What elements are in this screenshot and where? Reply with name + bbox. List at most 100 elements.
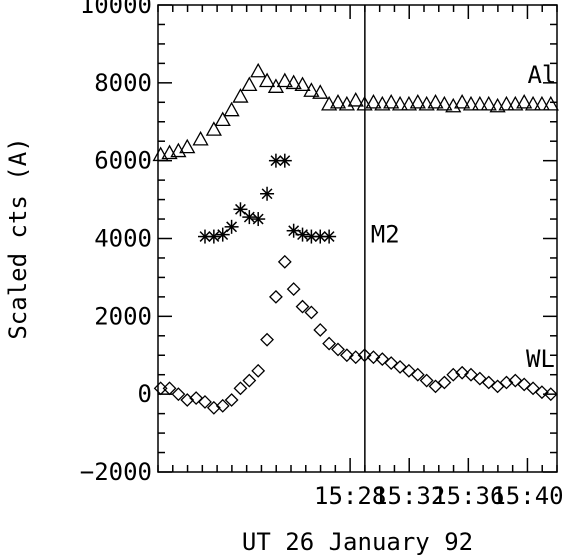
triangle-point bbox=[312, 84, 329, 99]
diamond-point bbox=[260, 332, 274, 347]
star-stroke bbox=[297, 229, 308, 241]
y-tick-label: 10000 bbox=[80, 0, 152, 19]
diamond-point bbox=[384, 356, 399, 370]
x-axis-label: UT 26 January 92 bbox=[242, 528, 473, 556]
diamond-point bbox=[393, 360, 407, 374]
annotation-layer: Al 12 M2 WL bbox=[371, 61, 567, 373]
triangle-point bbox=[471, 95, 488, 111]
triangle-point bbox=[329, 93, 347, 109]
diamond-point bbox=[171, 387, 186, 402]
x-tick-label: 15:36 bbox=[432, 482, 504, 510]
triangle-point bbox=[303, 82, 320, 97]
triangle-point bbox=[294, 76, 311, 92]
triangle-point bbox=[533, 95, 551, 111]
diamond-point bbox=[339, 348, 354, 363]
x-tick-label: 15:32 bbox=[373, 482, 445, 510]
star-point bbox=[322, 229, 337, 244]
diamond-point bbox=[490, 379, 505, 394]
series-m2 bbox=[197, 153, 337, 244]
triangle-point bbox=[356, 95, 373, 111]
diamond-point bbox=[295, 299, 310, 314]
diamond-point bbox=[198, 395, 212, 409]
diamond-point bbox=[419, 373, 434, 388]
y-axis: −2000 0 2000 4000 6000 8000 10000 bbox=[80, 0, 557, 486]
diamond-point bbox=[499, 375, 514, 390]
star-stroke bbox=[252, 213, 264, 225]
diamond-point bbox=[481, 375, 496, 390]
triangle-point bbox=[365, 93, 382, 109]
diamond-point bbox=[526, 381, 540, 396]
triangle-point bbox=[374, 95, 391, 111]
star-stroke bbox=[323, 231, 335, 242]
triangle-point bbox=[205, 121, 222, 136]
triangle-point bbox=[258, 72, 276, 88]
diamond-point bbox=[331, 342, 345, 357]
triangle-point bbox=[383, 93, 400, 109]
diamond-point bbox=[322, 336, 337, 351]
series-annotation: WL bbox=[526, 345, 555, 373]
star-point bbox=[268, 153, 283, 168]
star-stroke bbox=[261, 188, 273, 200]
y-tick-label: 4000 bbox=[94, 225, 152, 253]
y-tick-label: −2000 bbox=[80, 458, 152, 486]
diamond-point bbox=[269, 289, 283, 304]
diamond-point bbox=[472, 371, 487, 386]
diamond-point bbox=[313, 323, 328, 337]
series-al-12 bbox=[152, 62, 559, 162]
triangle-point bbox=[454, 93, 471, 109]
diamond-point bbox=[437, 375, 452, 390]
diamond-point bbox=[446, 367, 461, 382]
star-stroke bbox=[279, 155, 291, 167]
star-point bbox=[277, 153, 292, 168]
diamond-point bbox=[286, 282, 301, 297]
diamond-point bbox=[153, 381, 168, 396]
diamond-point bbox=[206, 400, 221, 415]
triangle-point bbox=[400, 95, 418, 111]
star-stroke bbox=[243, 211, 255, 223]
triangle-point bbox=[161, 144, 178, 160]
triangle-point bbox=[507, 95, 524, 111]
star-point bbox=[206, 229, 221, 244]
triangle-point bbox=[250, 62, 267, 78]
triangle-point bbox=[170, 142, 187, 158]
diamond-point bbox=[464, 367, 478, 382]
diamond-point bbox=[348, 350, 363, 365]
y-tick-label: 2000 bbox=[94, 302, 152, 330]
triangle-point bbox=[516, 93, 533, 109]
triangle-point bbox=[276, 72, 293, 88]
triangle-point bbox=[427, 93, 444, 109]
diamond-point bbox=[517, 377, 532, 392]
diamond-point bbox=[410, 367, 425, 382]
triangle-point bbox=[489, 97, 506, 113]
triangle-point bbox=[347, 92, 364, 107]
y-tick-label: 0 bbox=[138, 380, 152, 408]
star-stroke bbox=[226, 221, 238, 233]
star-point bbox=[215, 227, 230, 242]
triangle-point bbox=[285, 74, 302, 90]
star-point bbox=[295, 227, 310, 242]
triangle-point bbox=[409, 93, 426, 109]
series-layer bbox=[152, 62, 559, 415]
triangle-point bbox=[192, 130, 209, 146]
diamond-point bbox=[508, 373, 523, 388]
star-stroke bbox=[314, 231, 326, 242]
triangle-point bbox=[524, 95, 542, 111]
star-stroke bbox=[305, 231, 317, 242]
star-point bbox=[224, 219, 239, 234]
triangle-point bbox=[498, 95, 515, 111]
triangle-point bbox=[321, 95, 338, 111]
star-point bbox=[260, 186, 275, 201]
triangle-point bbox=[241, 76, 258, 92]
triangle-point bbox=[223, 101, 240, 117]
triangle-point bbox=[232, 88, 249, 103]
diamond-point bbox=[366, 350, 381, 365]
star-point bbox=[242, 210, 257, 225]
triangle-point bbox=[542, 95, 559, 111]
diamond-point bbox=[224, 393, 239, 407]
diamond-point bbox=[251, 363, 266, 378]
series-wl bbox=[153, 254, 558, 415]
x-tick-label: 15:40 bbox=[491, 482, 563, 510]
star-stroke bbox=[235, 203, 246, 215]
triangle-point bbox=[152, 146, 169, 162]
